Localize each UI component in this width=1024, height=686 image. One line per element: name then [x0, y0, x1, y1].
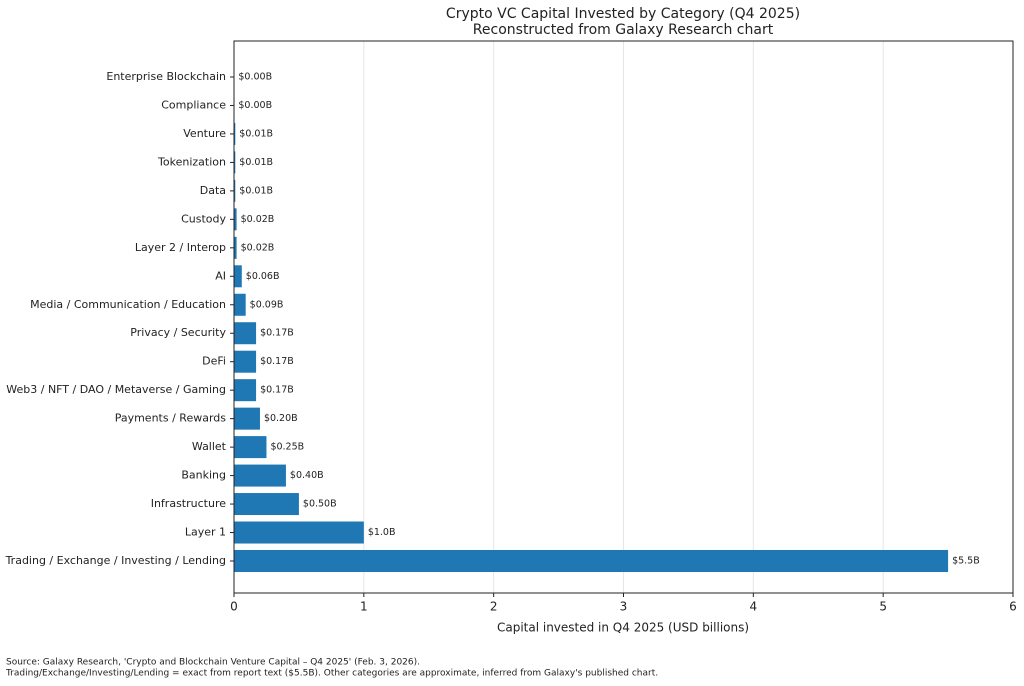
y-tick-label: Layer 1	[185, 526, 226, 539]
x-tick-label: 1	[360, 600, 368, 614]
bar	[234, 322, 256, 344]
y-tick-label: Infrastructure	[151, 497, 227, 510]
value-label: $0.17B	[260, 356, 294, 367]
value-label: $0.00B	[238, 100, 272, 111]
bar	[234, 351, 256, 373]
x-axis-label: Capital invested in Q4 2025 (USD billion…	[497, 621, 749, 635]
source-note: Trading/Exchange/Investing/Lending = exa…	[5, 669, 658, 679]
value-label: $0.02B	[241, 242, 275, 253]
value-label: $0.00B	[238, 72, 272, 83]
y-tick-label: Media / Communication / Education	[30, 298, 226, 311]
y-tick-label: DeFi	[202, 355, 226, 368]
value-label: $0.20B	[264, 413, 298, 424]
x-tick-label: 2	[490, 600, 498, 614]
y-tick-label: Compliance	[161, 98, 226, 111]
y-tick-label: Data	[200, 184, 226, 197]
value-label: $0.01B	[239, 157, 273, 168]
value-label: $0.09B	[250, 299, 284, 310]
x-tick-label: 5	[879, 600, 887, 614]
bar	[234, 493, 299, 515]
chart-title: Crypto VC Capital Invested by Category (…	[446, 6, 800, 22]
x-tick-label: 0	[230, 600, 238, 614]
y-tick-label: Web3 / NFT / DAO / Metaverse / Gaming	[6, 383, 226, 396]
y-tick-label: Venture	[183, 127, 226, 140]
y-tick-label: Trading / Exchange / Investing / Lending	[5, 554, 226, 567]
y-tick-label: Layer 2 / Interop	[135, 241, 226, 254]
value-label: $0.06B	[246, 271, 280, 282]
bar	[234, 522, 364, 544]
value-label: $0.17B	[260, 385, 294, 396]
chart-subtitle: Reconstructed from Galaxy Research chart	[473, 22, 774, 38]
value-label: $0.02B	[241, 214, 275, 225]
value-label: $1.0B	[368, 527, 396, 538]
value-label: $0.01B	[239, 128, 273, 139]
y-tick-label: Custody	[181, 212, 226, 225]
y-tick-label: Banking	[181, 469, 226, 482]
y-tick-label: Enterprise Blockchain	[106, 70, 226, 83]
bar	[234, 408, 260, 430]
value-label: $5.5B	[952, 555, 980, 566]
y-tick-label: Privacy / Security	[130, 326, 226, 339]
value-label: $0.40B	[290, 470, 324, 481]
bar	[234, 294, 246, 316]
bar	[234, 436, 266, 458]
bar	[234, 465, 286, 487]
bar	[234, 550, 948, 572]
value-label: $0.01B	[239, 185, 273, 196]
y-tick-label: Tokenization	[157, 155, 226, 168]
value-label: $0.50B	[303, 499, 337, 510]
y-tick-label: Wallet	[192, 440, 227, 453]
value-label: $0.17B	[260, 328, 294, 339]
y-tick-label: AI	[215, 269, 226, 282]
y-tick-label: Payments / Rewards	[115, 412, 227, 425]
x-tick-label: 4	[750, 600, 758, 614]
bar	[234, 265, 242, 287]
x-tick-label: 6	[1009, 600, 1017, 614]
value-label: $0.25B	[270, 442, 304, 453]
x-tick-label: 3	[620, 600, 628, 614]
source-note: Source: Galaxy Research, 'Crypto and Blo…	[6, 658, 420, 668]
bar	[234, 379, 256, 401]
